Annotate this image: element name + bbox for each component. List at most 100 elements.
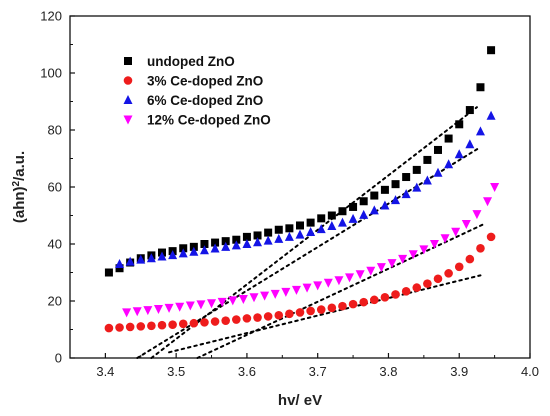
data-point	[115, 258, 125, 268]
data-point	[295, 229, 305, 239]
data-point	[380, 292, 390, 302]
legend-label: undoped ZnO	[147, 54, 235, 69]
data-point	[178, 319, 188, 329]
data-point	[306, 306, 315, 316]
y-tick-label: 40	[48, 237, 62, 252]
legend: undoped ZnO 3% Ce-doped ZnO 6% Ce-doped Zn…	[123, 54, 271, 128]
x-tick-label: 4.0	[521, 364, 539, 379]
data-point	[253, 231, 262, 240]
data-point	[423, 155, 432, 164]
data-point	[178, 248, 188, 258]
data-point	[306, 227, 316, 237]
data-point	[136, 322, 146, 331]
points-layer	[104, 46, 500, 333]
data-point	[465, 106, 474, 115]
y-axis-title-main: (ahn)	[11, 186, 28, 223]
data-point	[221, 241, 231, 251]
data-point	[147, 321, 156, 331]
legend-label: 6% Ce-doped ZnO	[147, 93, 263, 108]
legend-label: 3% Ce-doped ZnO	[147, 74, 263, 89]
data-point	[337, 217, 347, 227]
data-point	[164, 303, 174, 313]
data-point	[451, 227, 461, 237]
data-point	[391, 195, 401, 205]
data-point	[210, 243, 220, 253]
data-point	[284, 231, 294, 241]
data-point	[440, 234, 450, 244]
series-2	[115, 110, 496, 268]
data-point	[263, 235, 273, 245]
data-point	[475, 126, 485, 136]
data-point	[242, 239, 252, 248]
data-point	[348, 213, 358, 223]
data-point	[345, 273, 355, 283]
data-point	[444, 134, 453, 143]
legend-marker	[123, 95, 133, 104]
data-point	[412, 165, 421, 174]
data-point	[122, 308, 132, 318]
data-point	[370, 295, 379, 305]
data-point	[242, 232, 251, 241]
data-point	[349, 202, 358, 211]
data-point	[217, 297, 227, 307]
data-point	[359, 209, 369, 219]
data-point	[327, 303, 337, 313]
data-point	[433, 167, 443, 177]
data-point	[334, 276, 344, 286]
data-point	[185, 301, 195, 311]
data-point	[317, 214, 326, 223]
data-point	[369, 205, 379, 215]
y-tick-label: 80	[48, 123, 62, 138]
data-point	[302, 283, 312, 293]
data-point	[444, 269, 453, 278]
data-point	[465, 139, 475, 149]
data-point	[444, 159, 454, 169]
data-point	[348, 299, 358, 309]
legend-label: 12% Ce-doped ZnO	[147, 113, 271, 128]
data-point	[274, 225, 283, 234]
data-point	[359, 197, 368, 206]
data-point	[179, 244, 188, 253]
data-point	[143, 306, 153, 316]
data-point	[238, 295, 248, 305]
data-point	[323, 278, 333, 288]
data-point	[433, 274, 443, 284]
data-point	[376, 263, 386, 273]
data-point	[465, 254, 475, 264]
y-axis-title: (ahn)2/a.u.	[11, 151, 29, 223]
data-point	[316, 305, 326, 314]
x-tick-label: 3.6	[238, 364, 256, 379]
data-point	[422, 175, 432, 185]
data-point	[313, 281, 323, 291]
data-point	[429, 240, 439, 249]
data-point	[249, 293, 259, 303]
data-point	[264, 228, 273, 237]
data-point	[391, 290, 400, 299]
y-axis-title-sup: 2	[11, 180, 22, 186]
data-point	[104, 323, 114, 333]
fit-line	[168, 274, 482, 354]
data-point	[391, 180, 400, 189]
y-tick-label: 100	[40, 66, 62, 81]
data-point	[115, 264, 124, 273]
data-point	[253, 237, 263, 247]
data-point	[454, 149, 464, 159]
y-axis-title-suffix: /a.u.	[11, 151, 28, 181]
data-point	[285, 224, 294, 233]
data-point	[200, 240, 209, 248]
data-point	[189, 318, 199, 328]
data-point	[483, 197, 493, 207]
data-point	[295, 308, 305, 317]
data-point	[380, 200, 390, 210]
data-point	[370, 191, 379, 200]
data-point	[366, 266, 376, 276]
data-point	[419, 245, 429, 255]
data-point	[281, 287, 291, 297]
data-point	[253, 313, 262, 322]
data-point	[146, 253, 156, 263]
y-tick-label: 20	[48, 294, 62, 309]
data-point	[132, 307, 142, 317]
data-point	[359, 297, 368, 307]
data-point	[402, 173, 411, 182]
